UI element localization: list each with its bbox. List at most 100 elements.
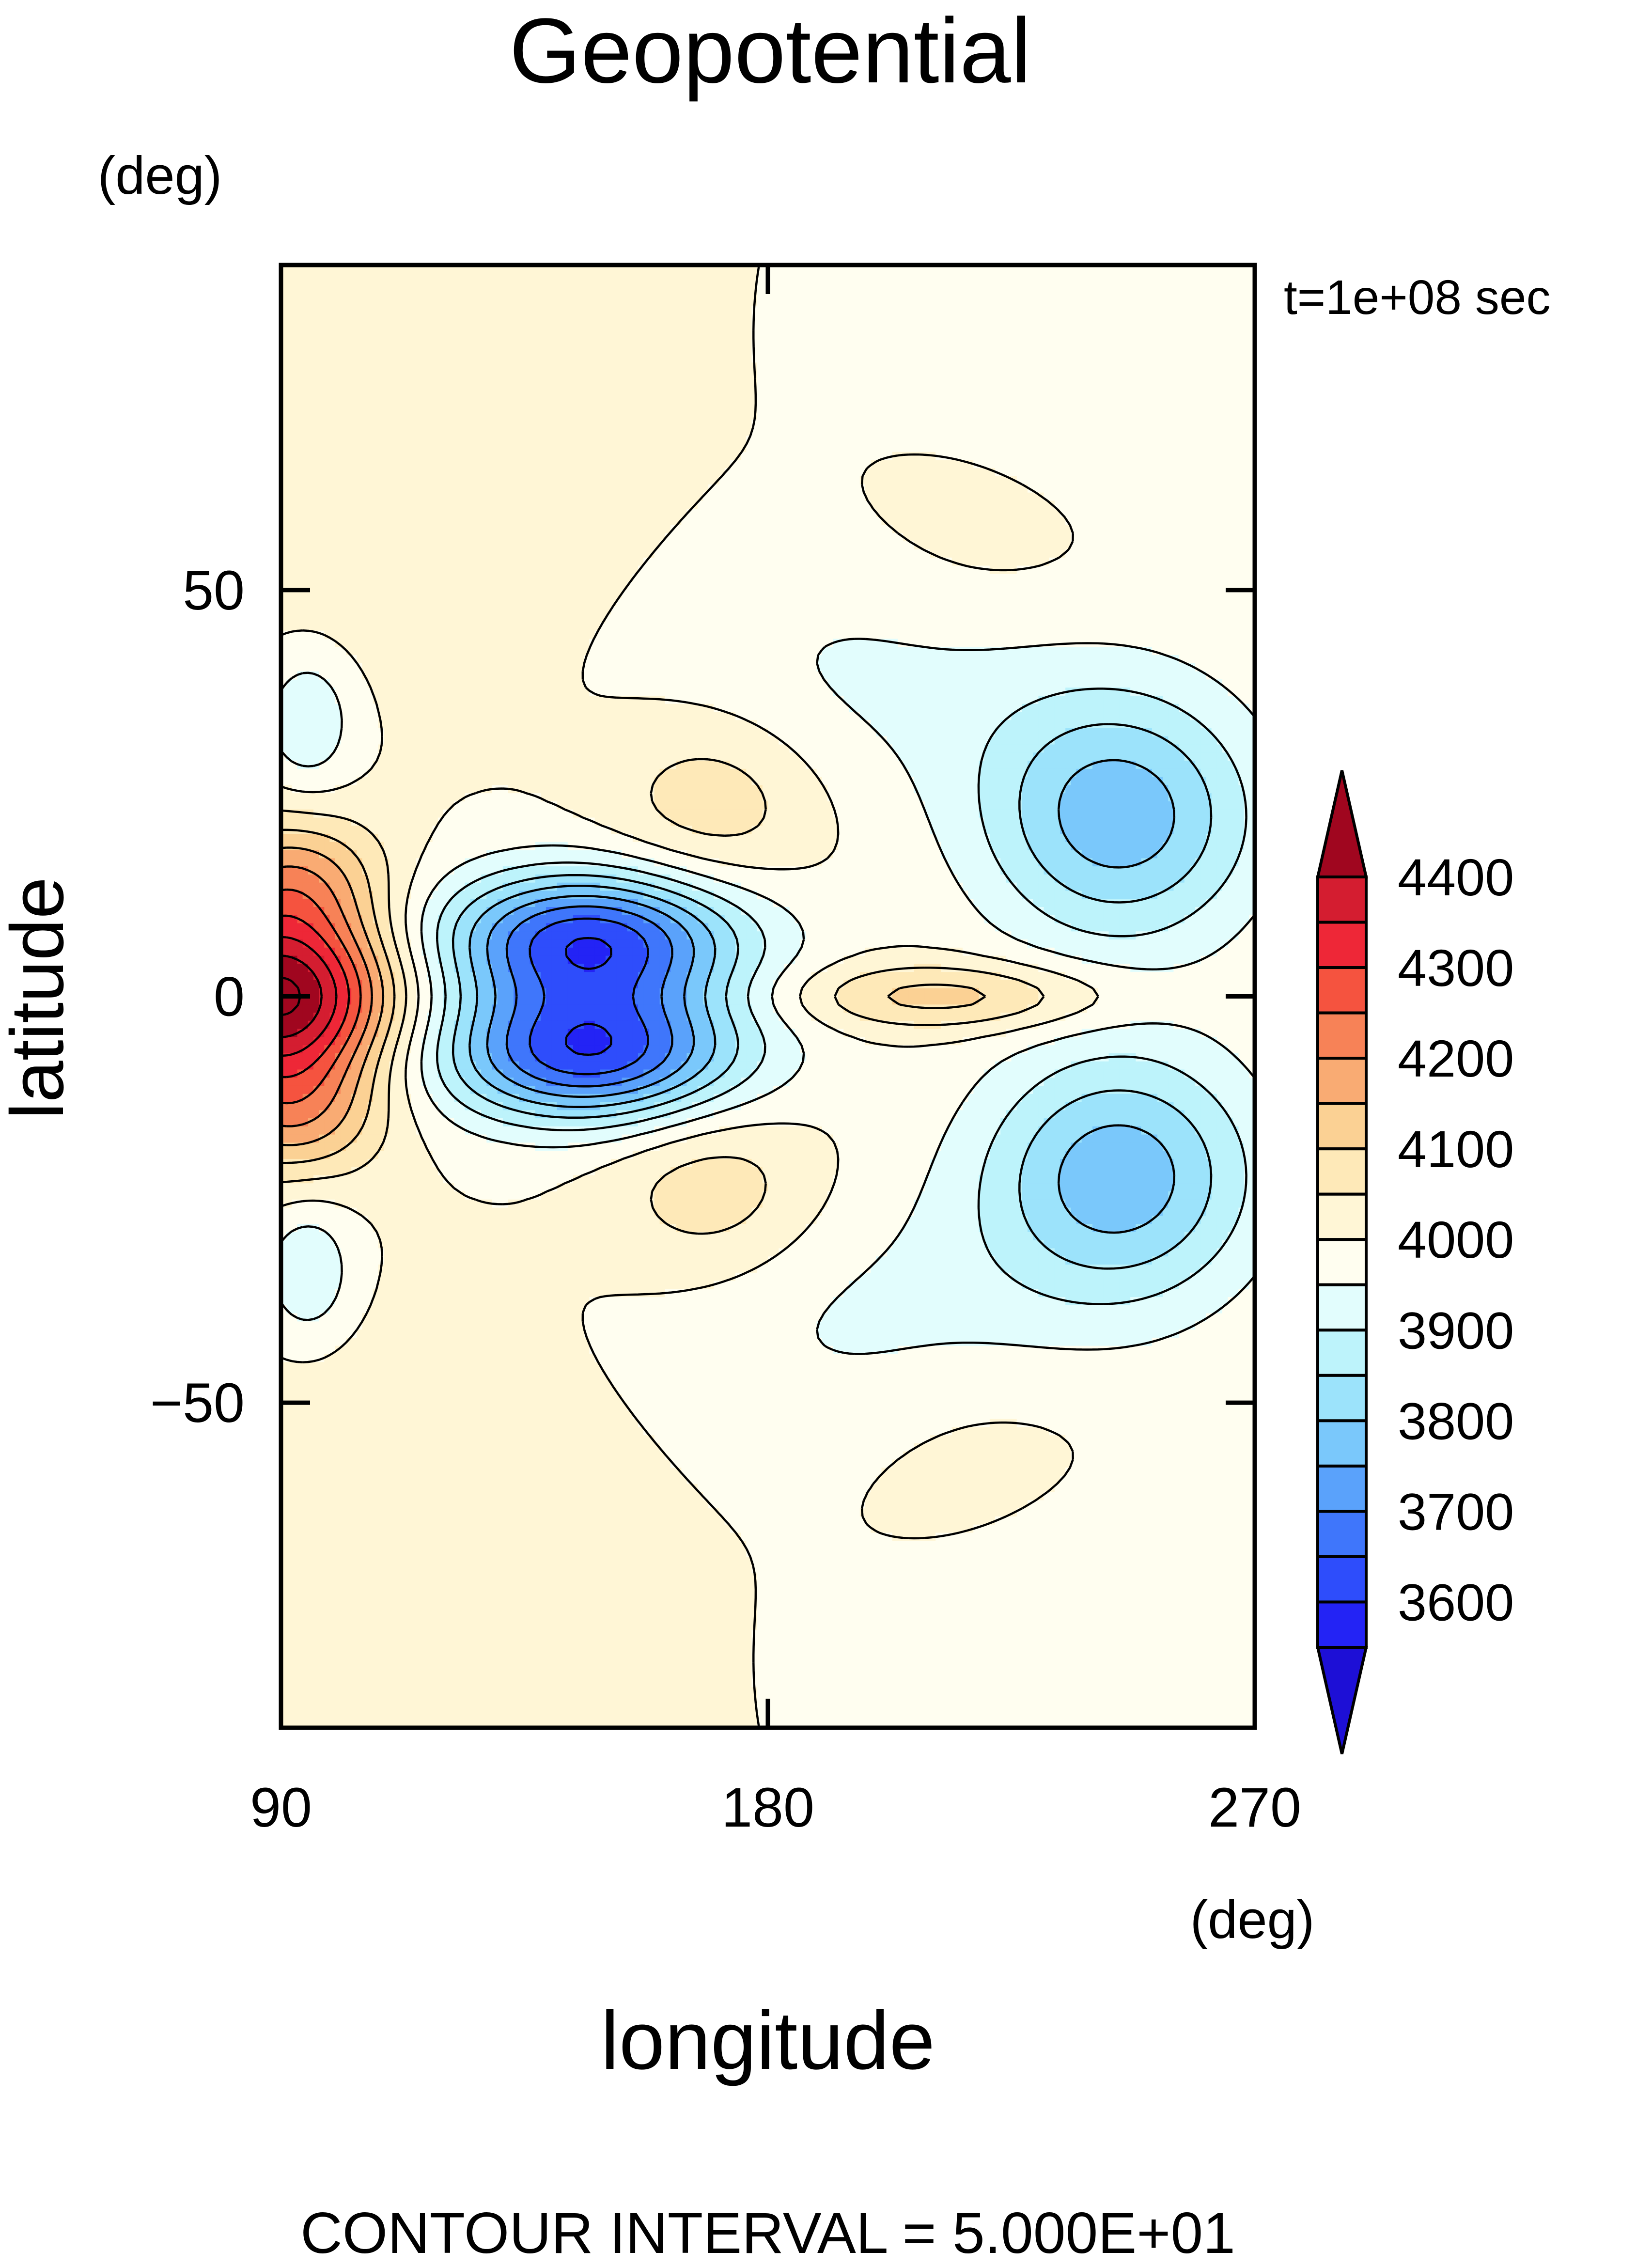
field-cell [584,306,590,314]
field-cell [1071,403,1076,411]
field-cell [357,403,362,411]
field-cell [292,387,297,395]
field-cell [438,314,444,322]
field-cell [979,362,985,371]
field-cell [865,297,871,306]
field-cell [876,281,882,290]
field-cell [357,314,362,322]
field-cell [525,354,530,362]
field-cell [1103,289,1109,297]
field-cell [525,420,530,428]
field-cell [1012,273,1017,281]
field-cell [1233,330,1239,338]
field-cell [389,314,395,322]
field-cell [427,281,433,290]
field-cell [800,395,806,403]
field-cell [373,354,379,362]
field-cell [1228,379,1233,387]
field-cell [573,273,579,281]
field-cell [898,371,904,379]
field-cell [498,338,503,346]
field-cell [1038,379,1044,387]
field-cell [995,411,1001,420]
field-cell [638,403,644,411]
field-cell [1222,387,1228,395]
field-cell [1239,338,1245,346]
field-cell [800,346,806,355]
field-cell [779,354,784,362]
field-cell [557,379,563,387]
field-cell [638,379,644,387]
field-cell [1239,371,1245,379]
field-cell [935,354,941,362]
field-cell [963,371,968,379]
field-cell [876,354,882,362]
field-cell [1114,420,1120,428]
field-cell [746,273,752,281]
field-cell [297,330,303,338]
field-cell [1217,387,1223,395]
field-cell [757,314,763,322]
field-cell [876,379,882,387]
field-cell [746,371,752,379]
field-cell [1006,306,1012,314]
field-cell [1092,371,1098,379]
field-cell [990,411,996,420]
field-cell [481,387,487,395]
field-cell [1179,322,1185,330]
field-cell [573,322,579,330]
field-cell [1103,330,1109,338]
field-cell [460,371,466,379]
field-cell [400,403,406,411]
field-cell [882,314,888,322]
field-cell [341,371,346,379]
field-cell [795,420,801,428]
field-cell [957,322,963,330]
field-cell [643,403,649,411]
field-cell [616,379,622,387]
field-cell [643,420,649,428]
field-cell [1168,420,1174,428]
field-cell [833,273,839,281]
field-cell [914,322,920,330]
field-cell [460,289,466,297]
field-cell [703,314,709,322]
field-cell [1200,322,1206,330]
field-cell [297,322,303,330]
field-cell [1017,371,1023,379]
field-cell [395,379,401,387]
field-cell [492,281,498,290]
field-cell [790,273,795,281]
field-cell [443,371,449,379]
field-cell [1125,314,1131,322]
field-cell [1017,346,1023,355]
field-cell [330,297,336,306]
field-cell [357,322,362,330]
field-cell [871,395,876,403]
field-cell [979,420,985,428]
field-cell [313,362,319,371]
field-cell [525,411,530,420]
field-cell [1168,346,1174,355]
field-cell [611,379,617,387]
field-cell [698,420,703,428]
field-cell [1017,338,1023,346]
field-cell [1120,281,1125,290]
field-cell [568,387,574,395]
field-cell [1044,371,1050,379]
field-cell [833,379,839,387]
field-cell [763,297,768,306]
field-cell [324,330,330,338]
field-cell [481,297,487,306]
field-cell [892,420,898,428]
field-cell [1184,281,1190,290]
field-cell [763,420,768,428]
field-cell [660,297,666,306]
field-cell [1071,346,1076,355]
field-cell [1200,379,1206,387]
field-cell [860,411,866,420]
field-cell [449,289,454,297]
field-cell [600,354,606,362]
field-cell [768,387,774,395]
field-cell [741,354,747,362]
